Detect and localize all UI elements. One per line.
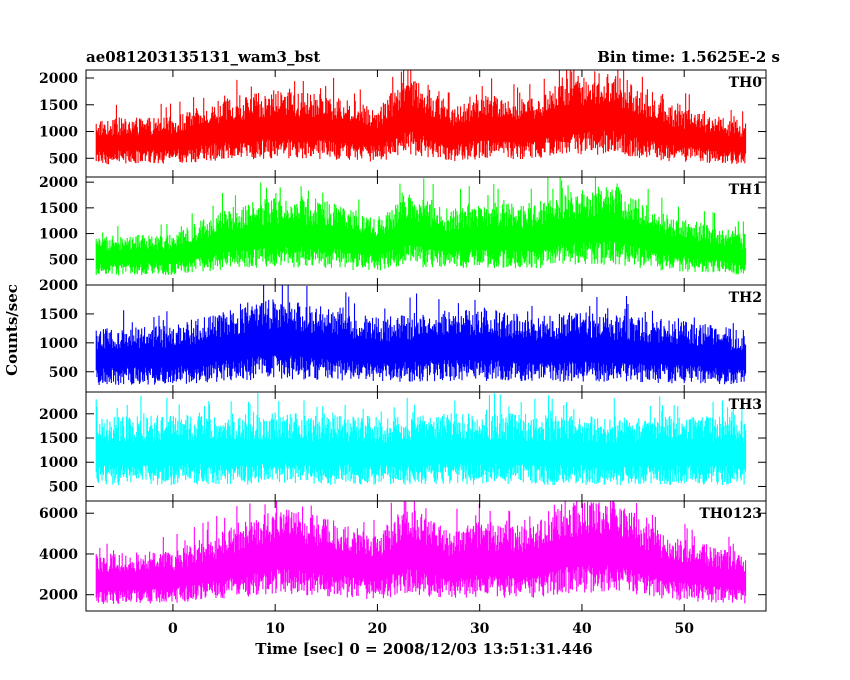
x-tick-label: 40 [572,621,592,637]
y-tick-label: 500 [49,151,78,167]
y-tick-label: 1500 [39,431,78,447]
y-tick-label: 2000 [39,175,78,191]
x-tick-label: 50 [674,621,694,637]
series-th0123 [95,501,747,604]
panel-th0123: 2000 4000 6000 TH0123 0 10 20 30 40 50 [39,500,767,637]
y-tick-label: 0 [68,278,78,294]
y-axis-label: Counts/sec [3,284,21,376]
x-tick-label: 30 [470,621,490,637]
panel-name-label: TH2 [729,290,762,306]
y-tick-label: 2000 [39,407,78,423]
chart-title: ae081203135131_wam3_bst [86,48,320,66]
panel-th2: 500 1000 1500 2000 TH2 [39,278,767,393]
panel-th1: 0 500 1000 1500 2000 TH1 [39,175,767,294]
series-th3 [95,392,747,486]
panel-th3: 500 1000 1500 2000 TH3 [39,391,767,502]
y-tick-label: 1000 [39,336,78,352]
panel-name-label: TH0123 [699,506,762,522]
y-tick-label: 1500 [39,201,78,217]
y-tick-label: 1500 [39,307,78,323]
panel-name-label: TH0 [729,75,763,91]
panel-name-label: TH3 [729,397,762,413]
y-tick-label: 2000 [39,278,78,294]
y-tick-label: 500 [49,479,78,495]
y-tick-label: 500 [49,252,78,268]
y-tick-label: 2000 [39,71,78,87]
y-tick-label: 1500 [39,98,78,114]
y-tick-label: 6000 [39,506,78,522]
series-th2 [95,285,747,385]
y-tick-label: 2000 [39,588,78,604]
x-tick-label: 0 [168,621,178,637]
y-tick-label: 1000 [39,227,78,243]
panel-th0: 500 1000 1500 2000 TH0 [39,69,767,178]
x-tick-label: 20 [368,621,388,637]
x-axis-label: Time [sec] 0 = 2008/12/03 13:51:31.446 [255,640,592,658]
series-th1 [95,177,747,276]
bin-time-label: Bin time: 1.5625E-2 s [597,48,780,66]
series-th0 [95,70,747,165]
y-tick-label: 500 [49,365,78,381]
y-tick-label: 1000 [39,455,78,471]
y-tick-label: 4000 [39,547,78,563]
y-tick-label: 1000 [39,125,78,141]
panel-frame [85,500,767,612]
x-tick-label: 10 [265,621,285,637]
panel-name-label: TH1 [729,182,762,198]
